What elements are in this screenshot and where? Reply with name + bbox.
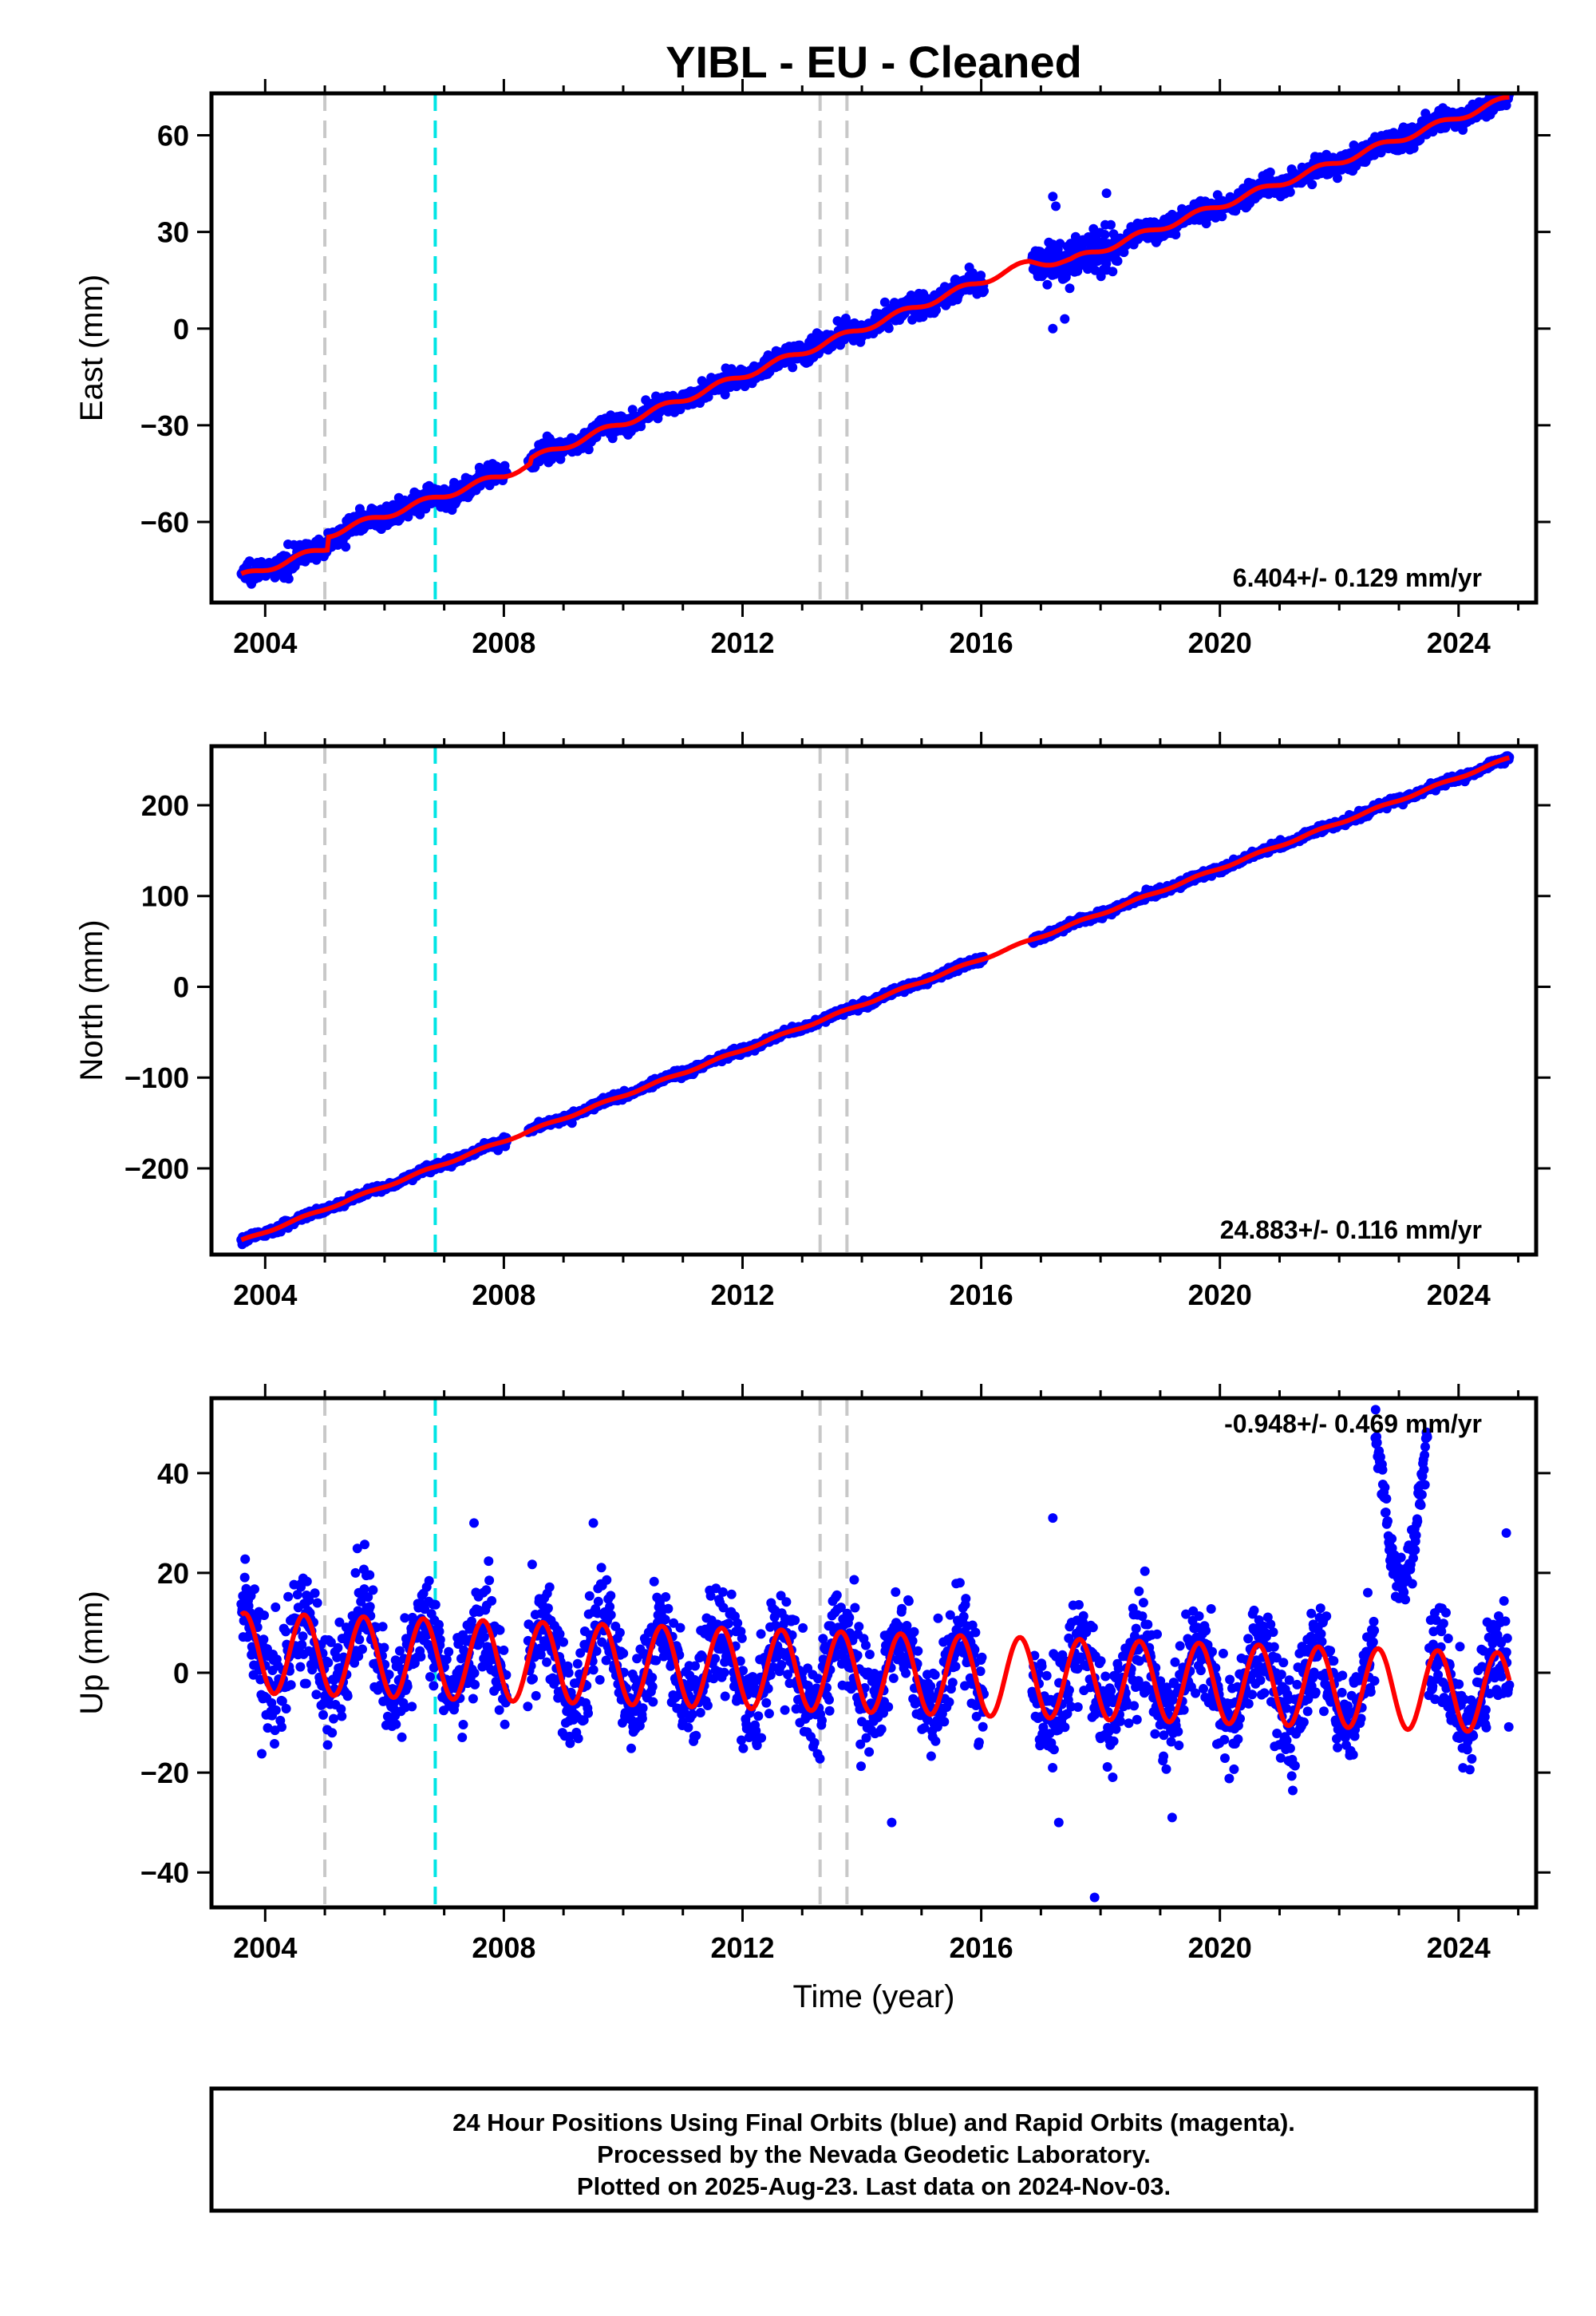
east-data-point: [1106, 219, 1116, 230]
chart-title: YIBL - EU - Cleaned: [666, 37, 1082, 87]
east-data-point: [1495, 83, 1504, 93]
east-event-lines: [323, 93, 849, 603]
east-data-point: [1042, 279, 1053, 290]
east-data-point: [341, 542, 351, 552]
north-event-lines: [323, 746, 849, 1255]
east-data-point: [1112, 256, 1123, 267]
east-x-tick-label: 2024: [1427, 626, 1491, 659]
east-rate-label: 6.404+/- 0.129 mm/yr: [1233, 563, 1482, 592]
east-data-point: [1307, 180, 1317, 190]
east-data-point: [883, 323, 894, 334]
east-outlier-point: [1048, 323, 1058, 334]
east-data-point: [627, 405, 638, 415]
east-y-tick-label: 30: [157, 216, 189, 249]
east-data-point: [788, 362, 798, 373]
east-data-point: [720, 389, 730, 400]
east-data-point: [1499, 83, 1508, 93]
east-data-point: [1065, 283, 1075, 294]
east-y-tick-label: 60: [157, 119, 189, 152]
east-data-point: [1285, 187, 1295, 197]
north-data-point: [567, 1118, 577, 1128]
east-data-point: [906, 290, 916, 300]
east-data-point: [1090, 265, 1100, 275]
east-x-tick-label: 2016: [950, 626, 1013, 659]
east-data-point: [1265, 167, 1275, 177]
east-x-tick-label: 2012: [710, 626, 774, 659]
east-outlier-point: [1051, 201, 1061, 211]
east-y-axis-label: East (mm): [74, 275, 109, 421]
east-data-point: [283, 574, 294, 584]
east-data-point: [879, 297, 890, 307]
east-data-point: [1333, 173, 1342, 184]
east-y-tick-label: 0: [173, 313, 189, 346]
east-data-point: [1217, 211, 1227, 222]
east-data-point: [1055, 239, 1065, 249]
east-data-points: [236, 83, 1515, 589]
east-outlier-point: [1060, 314, 1070, 324]
east-panel: −60 −30 0 30 60 2004 2008 2012 2016 2020 2024 East …: [74, 79, 1551, 659]
east-y-tick-label: −30: [140, 409, 189, 442]
east-plot-frame: [209, 91, 1539, 605]
east-data-point: [1100, 230, 1110, 239]
east-x-tick-label: 2004: [233, 626, 297, 659]
east-outlier-point: [952, 294, 962, 305]
north-data-point: [493, 1145, 504, 1156]
east-outlier-point: [1101, 188, 1112, 199]
east-outlier-point: [964, 263, 974, 273]
east-x-tick-label: 2020: [1188, 626, 1252, 659]
east-data-point: [244, 556, 255, 567]
east-data-point: [979, 286, 989, 296]
east-data-point: [583, 445, 594, 455]
east-y-tick-label: −60: [140, 506, 189, 539]
east-data-point: [1171, 230, 1181, 239]
east-data-point: [1108, 267, 1118, 277]
east-outlier-point: [1048, 192, 1058, 202]
east-x-tick-label: 2008: [472, 626, 535, 659]
east-model-line: [240, 94, 1510, 576]
